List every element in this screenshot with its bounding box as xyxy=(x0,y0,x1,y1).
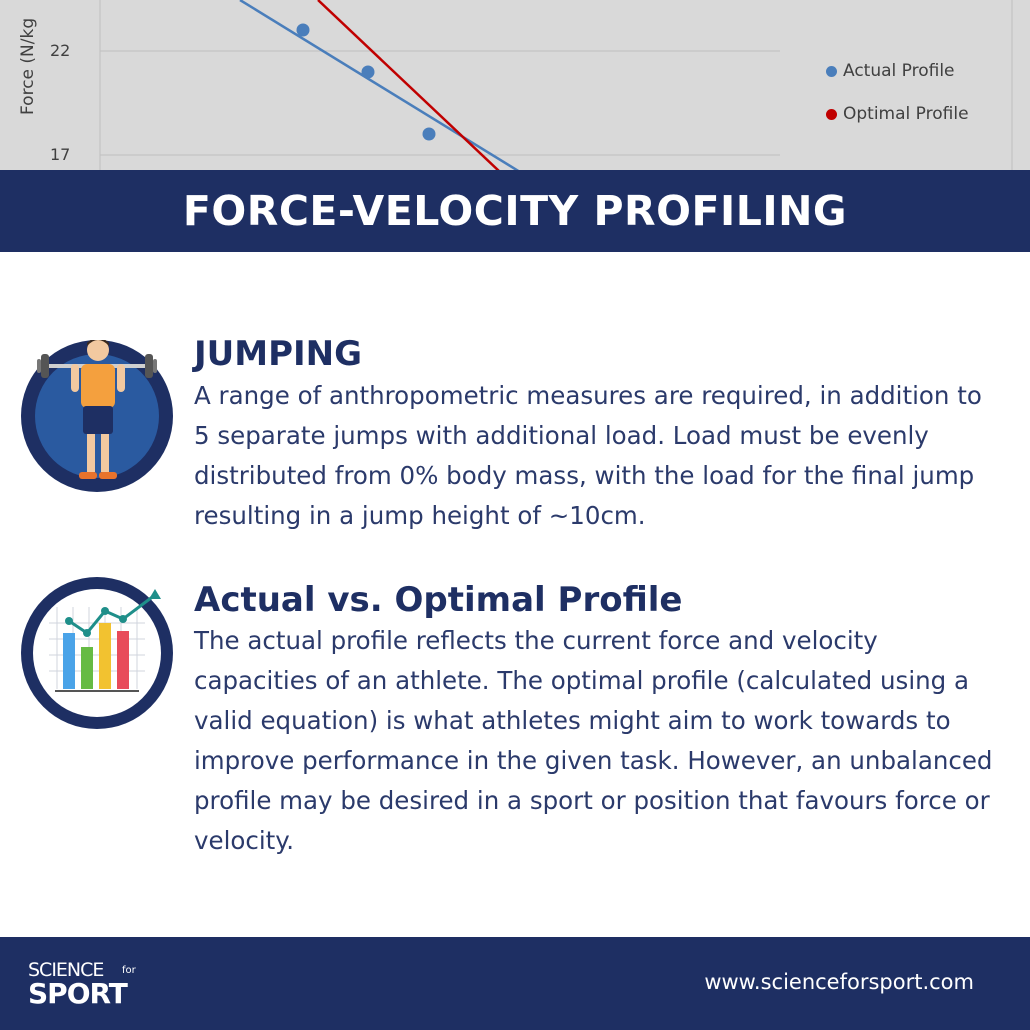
section-body: The actual profile reflects the current … xyxy=(194,626,993,855)
section-heading: JUMPING xyxy=(194,334,363,374)
legend-marker xyxy=(826,65,837,77)
y-tick-label: 17 xyxy=(50,145,71,164)
optimal-profile-line xyxy=(317,0,500,170)
legend-item-optimal: Optimal Profile xyxy=(826,104,969,124)
actual-profile-line xyxy=(239,0,520,170)
legend-item-actual: Actual Profile xyxy=(826,61,955,81)
weightlifter-icon xyxy=(21,337,173,492)
chart-backdrop: Force (N/kg 22 17 Actual Profile Optimal… xyxy=(0,0,1030,170)
legend-label: Actual Profile xyxy=(843,61,955,81)
actual-point xyxy=(422,127,436,141)
actual-point xyxy=(361,65,375,79)
section-heading: Actual vs. Optimal Profile xyxy=(194,580,683,620)
logo-for-text: for xyxy=(122,965,136,976)
section-body: A range of anthropometric measures are r… xyxy=(194,381,982,530)
legend-label: Optimal Profile xyxy=(843,104,969,124)
y-axis-label: Force (N/kg xyxy=(18,17,38,115)
title-banner: FORCE-VELOCITY PROFILING xyxy=(0,170,1030,252)
page-title: FORCE-VELOCITY PROFILING xyxy=(182,187,848,235)
actual-point xyxy=(296,23,310,37)
website-link[interactable]: www.scienceforsport.com xyxy=(704,970,974,994)
footer: SCIENCE for SPORT www.scienceforsport.co… xyxy=(0,937,1030,1030)
bar-chart-icon xyxy=(21,577,173,729)
brand-logo[interactable]: SCIENCE for SPORT xyxy=(28,959,148,1011)
logo-sport-text: SPORT xyxy=(28,977,128,1010)
y-tick-label: 22 xyxy=(50,41,71,60)
logo-science-text: SCIENCE xyxy=(28,959,104,981)
legend-marker xyxy=(826,108,837,120)
chart-plot xyxy=(99,0,1013,170)
